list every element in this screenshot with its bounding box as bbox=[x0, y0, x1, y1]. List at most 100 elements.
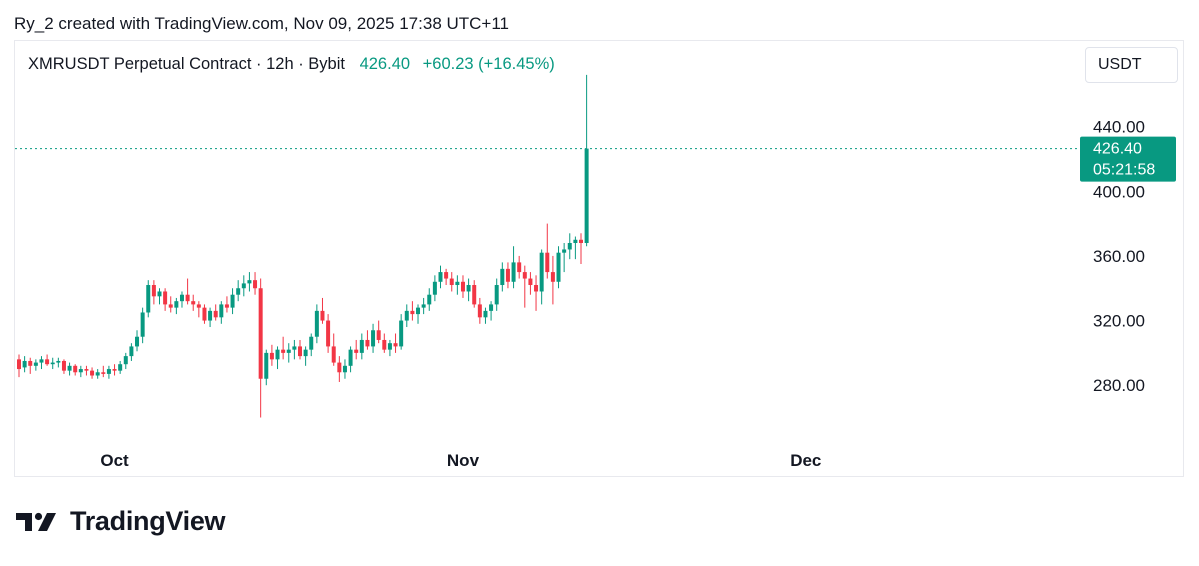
candle-body bbox=[320, 310, 325, 321]
candle-body bbox=[275, 349, 280, 360]
candle-body bbox=[354, 349, 359, 353]
candle-body bbox=[129, 346, 134, 357]
candle-body bbox=[573, 239, 578, 243]
tradingview-brand[interactable]: TradingView bbox=[16, 506, 226, 537]
candle bbox=[219, 301, 224, 324]
candle bbox=[449, 272, 454, 292]
candle bbox=[314, 304, 319, 344]
candle bbox=[354, 339, 359, 360]
candle-body bbox=[432, 281, 437, 295]
y-tick-label: 440.00 bbox=[1093, 118, 1145, 137]
candle bbox=[236, 280, 241, 302]
candle bbox=[106, 365, 111, 379]
tradingview-logo-icon bbox=[16, 512, 56, 531]
candle bbox=[404, 304, 409, 328]
currency-unit-button[interactable]: USDT bbox=[1085, 47, 1178, 83]
candle bbox=[371, 323, 376, 353]
candle-body bbox=[230, 294, 235, 308]
candle-body bbox=[449, 278, 454, 286]
candle bbox=[151, 280, 156, 305]
candle bbox=[511, 246, 516, 289]
candle-body bbox=[528, 278, 533, 286]
candle-body bbox=[427, 294, 432, 305]
candle bbox=[140, 307, 145, 344]
candle bbox=[118, 360, 123, 374]
candle bbox=[348, 346, 353, 373]
candlestick-chart[interactable]: 440.00 400.00 360.00 320.00 280.00 Oct Nov Dec… bbox=[0, 0, 1199, 480]
candle-body bbox=[219, 304, 224, 318]
candle-body bbox=[78, 369, 83, 373]
candle-body bbox=[387, 343, 392, 350]
candle-body bbox=[522, 272, 527, 279]
candle-body bbox=[253, 280, 258, 289]
candle bbox=[528, 272, 533, 295]
candle bbox=[399, 314, 404, 350]
candle bbox=[95, 369, 100, 379]
candle-body bbox=[123, 356, 128, 365]
candle bbox=[382, 333, 387, 353]
candle bbox=[168, 296, 173, 313]
last-price: 426.40 bbox=[359, 55, 411, 73]
candle bbox=[387, 339, 392, 357]
candle bbox=[331, 333, 336, 366]
candle-body bbox=[421, 304, 426, 308]
candle-body bbox=[106, 369, 111, 374]
candle bbox=[56, 357, 61, 368]
candle-body bbox=[331, 346, 336, 363]
y-tick-label: 280.00 bbox=[1093, 376, 1145, 395]
candle bbox=[550, 255, 555, 305]
candle bbox=[179, 291, 184, 308]
candle-body bbox=[213, 310, 218, 318]
candle-body bbox=[410, 310, 415, 315]
candle-body bbox=[33, 362, 38, 366]
candle-body bbox=[584, 148, 589, 243]
candle bbox=[39, 356, 44, 370]
candle bbox=[522, 265, 527, 308]
candle bbox=[247, 272, 252, 292]
candle bbox=[320, 297, 325, 324]
candle-body bbox=[466, 285, 471, 292]
candle bbox=[303, 346, 308, 366]
candle-body bbox=[286, 349, 291, 353]
candle-body bbox=[90, 370, 95, 376]
candle bbox=[286, 343, 291, 363]
candle bbox=[258, 278, 263, 418]
candle-body bbox=[505, 268, 510, 282]
candle-body bbox=[185, 294, 190, 302]
symbol-title[interactable]: XMRUSDT Perpetual Contract · 12h · Bybit bbox=[28, 55, 345, 73]
candle bbox=[342, 359, 347, 379]
candle bbox=[253, 272, 258, 295]
candle-body bbox=[50, 362, 55, 365]
candle bbox=[539, 249, 544, 305]
candle bbox=[534, 275, 539, 311]
candle bbox=[393, 333, 398, 353]
y-axis: 440.00 400.00 360.00 320.00 280.00 bbox=[1093, 118, 1145, 396]
candle-body bbox=[455, 281, 460, 286]
candle-body bbox=[39, 359, 44, 363]
candle bbox=[275, 346, 280, 370]
candle bbox=[466, 278, 471, 302]
candle bbox=[202, 304, 207, 324]
candle-body bbox=[494, 285, 499, 305]
candle bbox=[264, 349, 269, 386]
chart-legend: XMRUSDT Perpetual Contract · 12h · Bybit… bbox=[28, 55, 555, 74]
candle bbox=[224, 296, 229, 313]
candle-body bbox=[196, 304, 201, 308]
candle-body bbox=[550, 272, 555, 282]
candle-body bbox=[326, 320, 331, 347]
candle bbox=[376, 320, 381, 344]
candle-body bbox=[22, 360, 27, 368]
candle-body bbox=[224, 304, 229, 308]
candle-body bbox=[579, 239, 583, 243]
candle-body bbox=[45, 359, 50, 365]
candle-body bbox=[146, 285, 151, 313]
y-tick-label: 400.00 bbox=[1093, 182, 1145, 201]
candle-body bbox=[292, 346, 297, 350]
candle-body bbox=[17, 359, 21, 370]
candle bbox=[326, 314, 331, 353]
candle-body bbox=[342, 365, 347, 373]
x-axis: Oct Nov Dec bbox=[100, 451, 821, 470]
y-tick-label: 320.00 bbox=[1093, 312, 1145, 331]
candle bbox=[584, 74, 589, 247]
candle-body bbox=[241, 283, 246, 289]
